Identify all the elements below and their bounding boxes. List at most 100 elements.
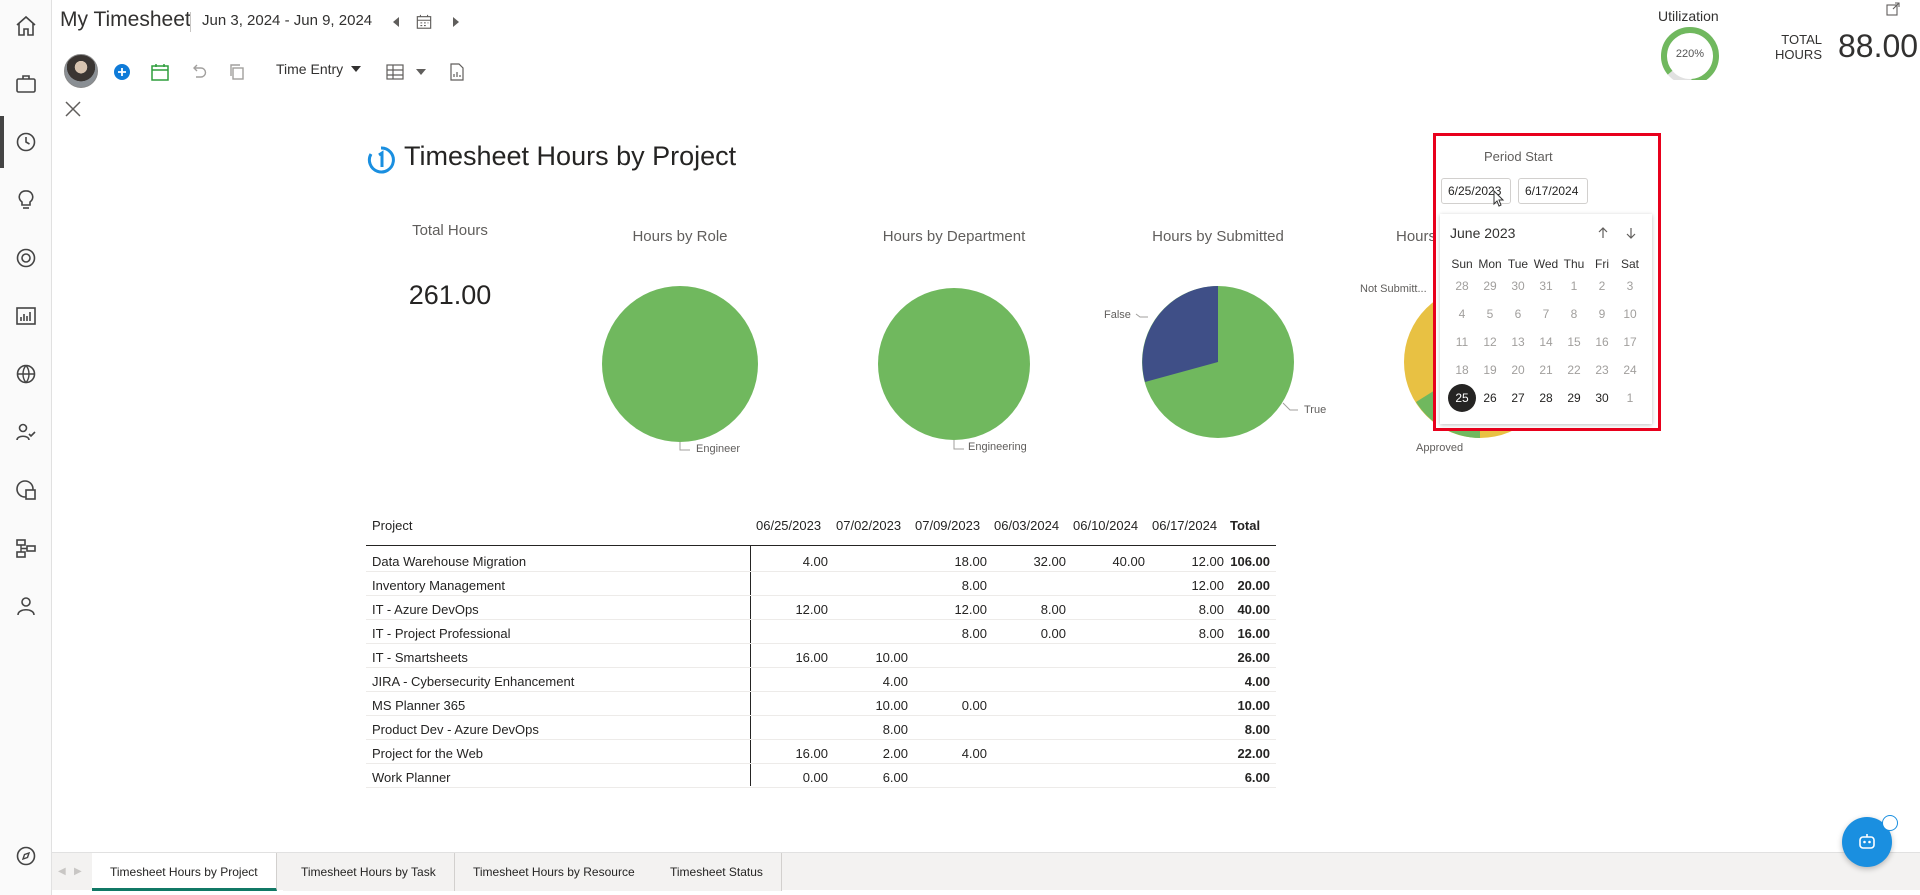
table-row[interactable]: IT - Project Professional 8.00 0.00 8.00 16.…	[366, 620, 1276, 644]
tab-hours-by-task[interactable]: Timesheet Hours by Task	[283, 853, 455, 891]
calendar-day[interactable]: 30	[1511, 279, 1525, 293]
calendar-day[interactable]: 18	[1455, 363, 1469, 377]
calendar-day[interactable]: 29	[1483, 279, 1497, 293]
column-header[interactable]: 07/09/2023	[915, 518, 981, 533]
hours-cell: 16.00	[795, 746, 828, 761]
person-icon[interactable]	[12, 592, 40, 620]
undo-icon[interactable]	[188, 61, 210, 83]
calendar-day[interactable]: 7	[1542, 307, 1550, 321]
utilization-gauge	[1661, 27, 1719, 80]
table-row[interactable]: Data Warehouse Migration 4.00 18.00 32.00 40…	[366, 548, 1276, 572]
avatar[interactable]	[64, 54, 98, 88]
pie-slice-engineering[interactable]	[878, 288, 1030, 440]
chart-icon[interactable]	[12, 302, 40, 330]
tab-scroll-right-icon[interactable]: ▶	[74, 866, 82, 877]
table-row[interactable]: Inventory Management 8.00 12.00 20.00	[366, 572, 1276, 596]
layout-dropdown[interactable]	[386, 61, 426, 83]
globe-icon[interactable]	[12, 360, 40, 388]
reports-icon[interactable]	[12, 476, 40, 504]
calendar-day[interactable]: 4	[1458, 307, 1466, 321]
weekday-header: Sat	[1620, 257, 1639, 271]
table-row[interactable]: IT - Azure DevOps 12.00 12.00 8.00 8.00 40.00	[366, 596, 1276, 620]
close-icon[interactable]	[64, 100, 82, 118]
calendar-day[interactable]: 26	[1483, 391, 1497, 405]
column-header[interactable]: Project	[372, 518, 413, 533]
time-entry-label: Time Entry	[276, 61, 344, 77]
calendar-day[interactable]: 23	[1595, 363, 1609, 377]
calendar-day[interactable]: 27	[1511, 391, 1525, 405]
column-header[interactable]: 06/25/2023	[756, 518, 822, 533]
calendar-day[interactable]: 31	[1539, 279, 1553, 293]
column-header[interactable]: Total	[1230, 518, 1261, 533]
table-row[interactable]: JIRA - Cybersecurity Enhancement 4.00 4.00	[366, 668, 1276, 692]
target-icon[interactable]	[12, 244, 40, 272]
calendar-day[interactable]: 11	[1455, 335, 1469, 349]
calendar-icon[interactable]	[416, 12, 432, 32]
calendar-day[interactable]: 22	[1567, 363, 1581, 377]
time-entry-dropdown[interactable]: Time Entry	[276, 61, 362, 77]
start-date-input[interactable]: 6/25/2023	[1441, 178, 1511, 204]
calendar-day[interactable]: 21	[1539, 363, 1553, 377]
calendar-day[interactable]: 19	[1483, 363, 1497, 377]
calendar-day[interactable]: 8	[1570, 307, 1578, 321]
calendar-day[interactable]: 5	[1486, 307, 1494, 321]
table-row[interactable]: MS Planner 365 10.00 0.00 10.00	[366, 692, 1276, 716]
calendar-day[interactable]: 17	[1623, 335, 1637, 349]
calendar-day[interactable]: 9	[1598, 307, 1606, 321]
column-header[interactable]: 06/17/2024	[1152, 518, 1218, 533]
home-icon[interactable]	[12, 12, 40, 40]
calendar-day[interactable]: 1	[1570, 279, 1578, 293]
calendar-day-selected[interactable]: 25	[1448, 384, 1476, 412]
compass-icon[interactable]	[12, 842, 40, 870]
pie-slice-engineer[interactable]	[602, 286, 758, 442]
calendar-day[interactable]: 29	[1567, 391, 1581, 405]
end-date-input[interactable]: 6/17/2024	[1518, 178, 1588, 204]
pie-slice-false[interactable]	[1142, 286, 1218, 382]
calendar-day[interactable]: 30	[1595, 391, 1609, 405]
calendar-day[interactable]: 12	[1483, 335, 1497, 349]
column-header[interactable]: 06/03/2024	[994, 518, 1060, 533]
calendar-day[interactable]: 24	[1623, 363, 1637, 377]
hierarchy-icon[interactable]	[12, 534, 40, 562]
hours-by-status-title: Hours	[1396, 228, 1437, 245]
tab-hours-by-project[interactable]: Timesheet Hours by Project	[92, 853, 277, 891]
total-cell: 6.00	[1244, 770, 1270, 785]
export-report-icon[interactable]	[446, 61, 468, 83]
copy-icon[interactable]	[226, 61, 248, 83]
calendar-day[interactable]: 28	[1539, 391, 1553, 405]
people-icon[interactable]	[12, 418, 40, 446]
tab-timesheet-status[interactable]: Timesheet Status	[652, 853, 782, 891]
calendar-day[interactable]: 13	[1511, 335, 1525, 349]
calendar-day[interactable]: 15	[1567, 335, 1581, 349]
calendar-day[interactable]: 1	[1626, 391, 1634, 405]
briefcase-icon[interactable]	[12, 70, 40, 98]
hours-by-role-title: Hours by Role	[632, 228, 728, 245]
calendar-day[interactable]: 6	[1514, 307, 1522, 321]
calendar-day[interactable]: 10	[1623, 307, 1637, 321]
tab-scroll-left-icon[interactable]: ◀	[58, 866, 66, 877]
column-header[interactable]: 07/02/2023	[836, 518, 902, 533]
column-header[interactable]: 06/10/2024	[1073, 518, 1139, 533]
calendar-day[interactable]: 28	[1455, 279, 1469, 293]
calendar-day[interactable]: 2	[1598, 279, 1606, 293]
calendar-day[interactable]: 3	[1626, 279, 1634, 293]
arrow-up-icon[interactable]	[1594, 224, 1612, 242]
calendar-day[interactable]: 14	[1539, 335, 1553, 349]
prev-week-icon[interactable]	[388, 12, 404, 32]
add-icon[interactable]	[111, 61, 133, 83]
table-row[interactable]: IT - Smartsheets 16.00 10.00 26.00	[366, 644, 1276, 668]
total-cell: 22.00	[1237, 746, 1270, 761]
lightbulb-icon[interactable]	[12, 186, 40, 214]
table-row[interactable]: Work Planner 0.00 6.00 6.00	[366, 764, 1276, 788]
table-row[interactable]: Project for the Web 16.00 2.00 4.00 22.00	[366, 740, 1276, 764]
tab-hours-by-resource[interactable]: Timesheet Hours by Resource	[455, 853, 654, 891]
timesheet-clock-icon[interactable]	[12, 128, 40, 156]
total-cell: 8.00	[1244, 722, 1270, 737]
arrow-down-icon[interactable]	[1622, 224, 1640, 242]
expand-icon[interactable]	[1886, 2, 1900, 16]
calendar-day[interactable]: 16	[1595, 335, 1609, 349]
calendar-add-icon[interactable]	[149, 61, 171, 83]
calendar-day[interactable]: 20	[1511, 363, 1525, 377]
table-row[interactable]: Product Dev - Azure DevOps 8.00 8.00	[366, 716, 1276, 740]
next-week-icon[interactable]	[448, 12, 464, 32]
